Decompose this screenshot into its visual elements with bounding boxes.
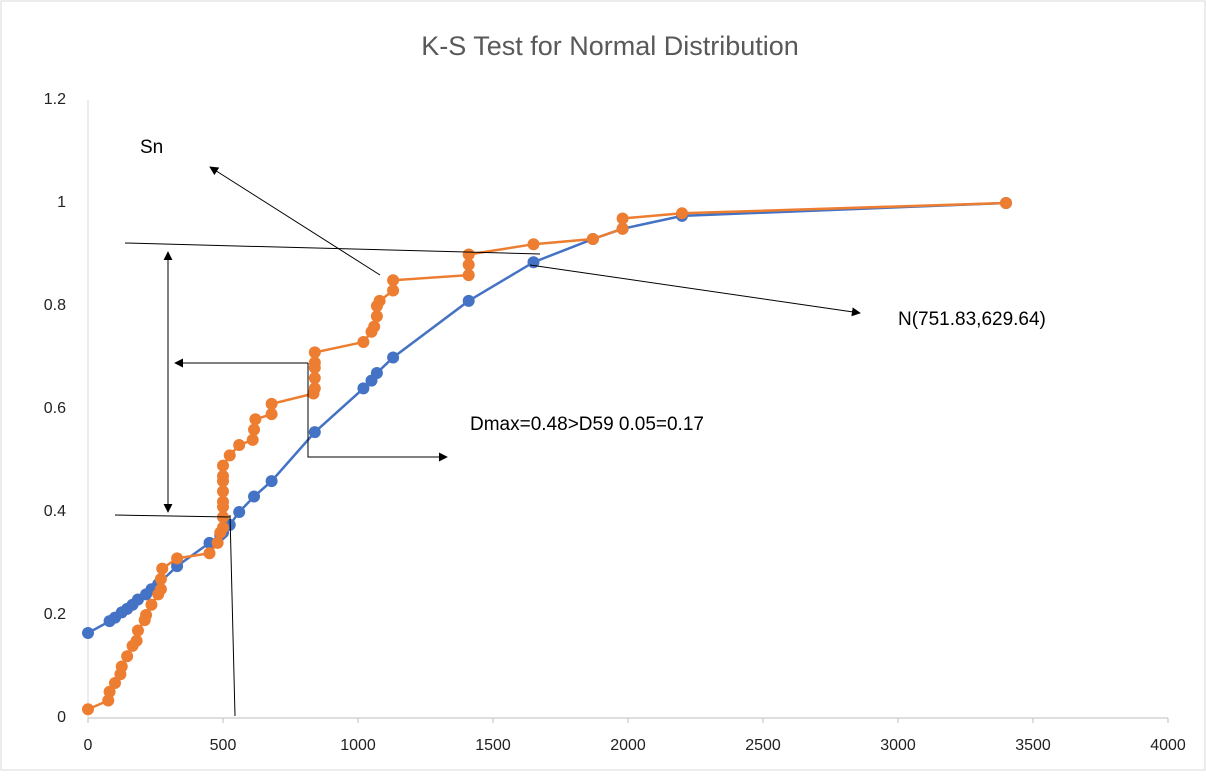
data-point bbox=[265, 397, 278, 410]
y-tick-label: 1 bbox=[57, 194, 66, 211]
data-point bbox=[217, 521, 229, 534]
data-point bbox=[370, 366, 383, 379]
data-point bbox=[357, 336, 370, 349]
data-point bbox=[109, 676, 121, 689]
x-tick-label: 2000 bbox=[610, 737, 646, 754]
data-point bbox=[82, 627, 94, 640]
data-point bbox=[368, 320, 381, 333]
annotation: Dmax=0.48>D59 0.05=0.17 bbox=[470, 414, 704, 435]
data-point bbox=[265, 408, 278, 421]
data-point bbox=[82, 703, 94, 716]
annotation: N(751.83,629.64) bbox=[898, 309, 1046, 330]
data-point bbox=[387, 274, 400, 287]
data-point bbox=[616, 212, 629, 225]
x-tick-label: 1000 bbox=[340, 737, 376, 754]
x-tick-label: 0 bbox=[84, 737, 93, 754]
y-tick-label: 0 bbox=[57, 709, 66, 726]
data-point bbox=[233, 506, 246, 518]
data-point bbox=[308, 346, 321, 359]
chart-title: K-S Test for Normal Distribution bbox=[421, 31, 799, 61]
data-point bbox=[373, 294, 386, 307]
data-point bbox=[527, 238, 540, 251]
plot-area: 0 0.2 0.4 0.6 0.8 1 1.2 0 500 1000 1500 2000 2500 300… bbox=[44, 91, 1186, 754]
y-tick-label: 1.2 bbox=[44, 91, 66, 108]
data-point bbox=[217, 469, 229, 482]
data-point bbox=[462, 258, 475, 271]
y-tick-label: 0.8 bbox=[44, 297, 66, 314]
data-point bbox=[308, 382, 321, 395]
data-point bbox=[203, 547, 216, 560]
data-point bbox=[130, 634, 143, 647]
guide-line bbox=[229, 514, 236, 717]
data-point bbox=[217, 495, 229, 508]
x-tick-label: 3000 bbox=[880, 737, 916, 754]
x-tick-label: 2500 bbox=[745, 737, 781, 754]
data-point bbox=[156, 562, 169, 575]
data-point bbox=[387, 284, 400, 297]
data-point bbox=[265, 475, 278, 488]
data-point bbox=[462, 248, 475, 261]
x-tick-label: 4000 bbox=[1150, 737, 1186, 754]
data-point bbox=[249, 413, 262, 426]
data-point bbox=[154, 583, 167, 596]
data-point bbox=[115, 660, 128, 673]
y-tick-label: 0.4 bbox=[44, 503, 66, 520]
data-point bbox=[462, 294, 475, 307]
data-point bbox=[248, 423, 261, 436]
data-point bbox=[103, 685, 116, 698]
data-point bbox=[233, 439, 246, 452]
data-point bbox=[145, 598, 158, 611]
data-point bbox=[131, 624, 144, 637]
x-tick-label: 1500 bbox=[475, 737, 511, 754]
data-point bbox=[154, 572, 167, 585]
data-point bbox=[616, 222, 629, 235]
data-point bbox=[140, 609, 153, 621]
data-point bbox=[370, 310, 383, 323]
data-point bbox=[1000, 197, 1012, 209]
guide-line bbox=[124, 242, 541, 255]
data-point bbox=[308, 426, 321, 439]
data-point bbox=[211, 536, 224, 549]
y-tick-label: 0.6 bbox=[44, 400, 66, 417]
arrow bbox=[307, 363, 448, 462]
data-point bbox=[223, 449, 236, 462]
data-point bbox=[248, 490, 261, 503]
data-point bbox=[217, 485, 229, 498]
data-point bbox=[308, 356, 321, 369]
sn-arrow bbox=[209, 166, 381, 276]
data-point bbox=[357, 382, 370, 395]
data-point bbox=[676, 207, 688, 220]
annotation-arrows bbox=[114, 166, 861, 717]
n-arrow bbox=[529, 264, 861, 317]
x-tick-label: 500 bbox=[210, 737, 237, 754]
data-point bbox=[308, 372, 321, 385]
data-point bbox=[246, 433, 259, 446]
x-tick-label: 3500 bbox=[1015, 737, 1051, 754]
data-point bbox=[462, 269, 475, 282]
guide-line bbox=[114, 514, 231, 518]
data-point bbox=[121, 650, 134, 663]
data-point bbox=[171, 552, 184, 565]
data-point bbox=[586, 233, 599, 246]
annotation: Sn bbox=[140, 137, 163, 158]
y-tick-label: 0.2 bbox=[44, 606, 66, 623]
data-point bbox=[387, 351, 400, 364]
data-point bbox=[217, 459, 229, 472]
